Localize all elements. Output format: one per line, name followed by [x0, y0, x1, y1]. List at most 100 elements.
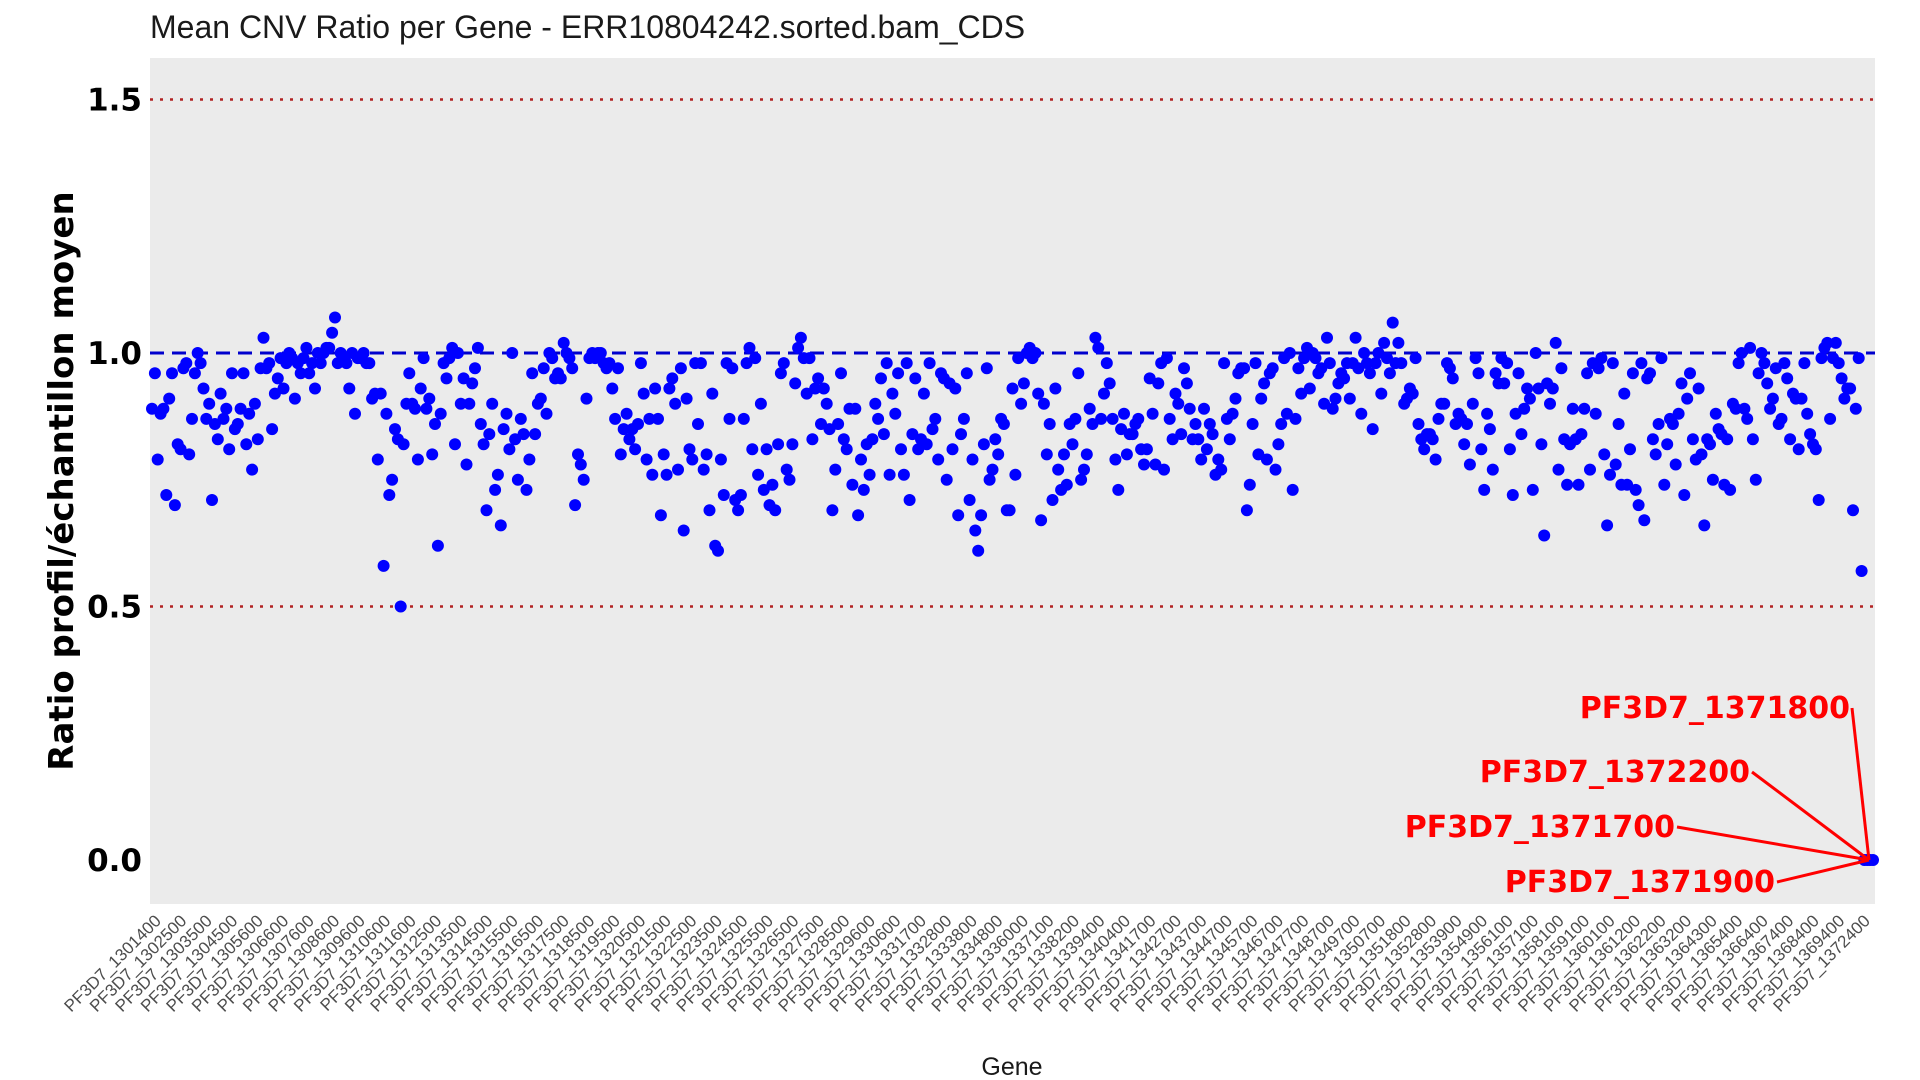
- data-point: [1515, 428, 1528, 441]
- data-point: [163, 392, 176, 405]
- data-point: [1035, 514, 1048, 527]
- data-point: [1358, 347, 1371, 359]
- data-point: [271, 372, 284, 385]
- y-tick-label: 0.0: [87, 843, 142, 879]
- data-point: [486, 397, 499, 410]
- data-point: [1098, 387, 1110, 400]
- data-point: [431, 539, 444, 552]
- data-point: [1189, 418, 1202, 430]
- data-point: [1855, 565, 1868, 577]
- reference-lines: [150, 98, 1875, 608]
- data-point: [1844, 382, 1857, 395]
- data-point: [294, 367, 307, 380]
- data-point: [829, 463, 842, 476]
- data-point: [1561, 478, 1574, 491]
- data-point: [1749, 473, 1762, 486]
- data-point: [463, 397, 476, 410]
- data-point: [652, 412, 664, 425]
- y-axis-label: Ratio profil/échantillon moyen: [42, 191, 82, 770]
- data-point: [1092, 341, 1105, 354]
- data-point: [769, 504, 782, 517]
- data-point: [1218, 357, 1231, 370]
- data-point: [1418, 443, 1431, 456]
- data-point: [1629, 483, 1642, 496]
- data-point: [903, 494, 916, 506]
- data-point: [852, 509, 865, 522]
- data-point: [1544, 397, 1556, 410]
- data-point: [1538, 529, 1551, 542]
- data-point: [1675, 377, 1688, 390]
- data-point: [792, 341, 805, 354]
- data-point: [952, 509, 965, 522]
- data-point: [420, 402, 433, 415]
- data-point: [469, 362, 481, 375]
- data-point: [1686, 433, 1699, 446]
- data-point: [1309, 352, 1322, 365]
- data-point: [1678, 489, 1691, 501]
- data-point: [1652, 418, 1665, 430]
- annotations: PF3D7_1371800 PF3D7_1372200 PF3D7_1371700 P…: [1405, 691, 1871, 900]
- data-point: [1709, 407, 1722, 420]
- data-point: [1549, 336, 1562, 349]
- data-point: [1058, 448, 1070, 461]
- data-point: [1612, 418, 1625, 430]
- data-point: [474, 418, 487, 430]
- data-point: [1684, 367, 1696, 380]
- data-point: [1481, 407, 1494, 420]
- data-point: [557, 336, 570, 349]
- data-point: [1847, 504, 1859, 517]
- data-point: [540, 407, 553, 420]
- data-point: [932, 453, 945, 466]
- data-point: [1363, 367, 1376, 380]
- data-point: [306, 357, 319, 370]
- data-point: [975, 509, 988, 522]
- data-point: [1626, 367, 1639, 380]
- data-point: [966, 453, 979, 466]
- data-point: [1049, 382, 1062, 395]
- data-point: [623, 433, 636, 446]
- data-point: [414, 382, 427, 395]
- data-point: [1343, 392, 1356, 405]
- data-point: [1523, 392, 1536, 405]
- data-point: [929, 412, 942, 425]
- data-point: [1644, 367, 1656, 380]
- data-point: [494, 519, 507, 532]
- data-point: [886, 387, 899, 400]
- data-point: [220, 402, 233, 415]
- data-point: [1200, 443, 1213, 456]
- data-point: [712, 544, 724, 557]
- data-point: [526, 367, 539, 380]
- data-point: [1192, 433, 1205, 446]
- plot-panel: [150, 58, 1875, 904]
- data-point: [1852, 352, 1865, 365]
- data-point: [940, 473, 953, 486]
- data-point: [1386, 316, 1399, 329]
- data-point: [1095, 412, 1108, 425]
- data-point: [963, 494, 976, 506]
- data-point: [383, 489, 396, 501]
- data-point: [1738, 402, 1751, 415]
- data-point: [1072, 367, 1085, 380]
- data-point: [1695, 448, 1708, 461]
- data-point: [1275, 418, 1288, 430]
- data-point: [1521, 382, 1534, 395]
- data-point: [1581, 367, 1594, 380]
- data-point: [397, 438, 410, 451]
- data-point: [1546, 382, 1559, 395]
- data-point: [1741, 412, 1754, 425]
- data-point: [1146, 407, 1159, 420]
- data-point: [732, 504, 745, 517]
- data-point: [1118, 407, 1130, 420]
- data-point: [683, 443, 696, 456]
- data-point: [1761, 377, 1774, 390]
- data-point: [429, 418, 441, 430]
- data-point: [1040, 448, 1053, 461]
- data-point: [574, 458, 587, 471]
- data-point: [614, 448, 627, 461]
- data-point: [409, 402, 421, 415]
- data-point: [226, 367, 238, 380]
- data-point: [1575, 428, 1588, 441]
- data-point: [1349, 331, 1362, 344]
- data-point: [466, 377, 479, 390]
- data-point: [1266, 362, 1279, 375]
